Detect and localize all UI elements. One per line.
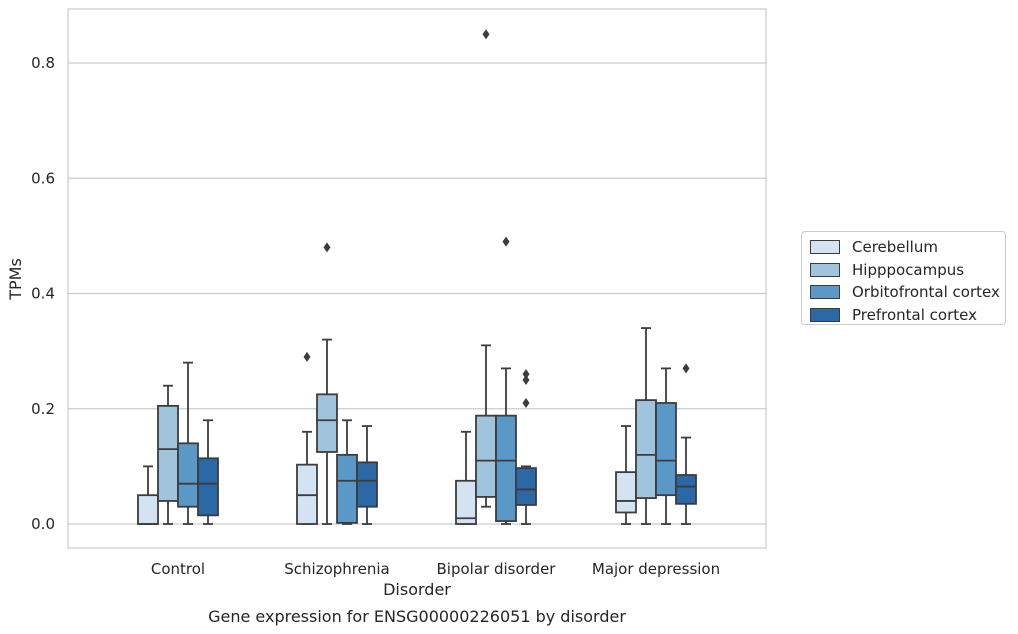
iqr-box [615, 471, 637, 514]
legend-item-prefrontal-cortex: Prefrontal cortex [810, 304, 1005, 327]
chart-caption: Gene expression for ENSG00000226051 by d… [208, 607, 626, 626]
legend-item-hippocampus: Hipppocampus [810, 259, 1005, 282]
iqr-box [635, 399, 657, 499]
iqr-box [336, 453, 358, 524]
y-tick-labels: 0.0 0.2 0.4 0.6 0.8 [31, 54, 55, 533]
outlier-marker [522, 374, 530, 385]
box-hipppocampus [157, 384, 179, 525]
outlier-marker [682, 363, 690, 374]
iqr-box [356, 461, 378, 508]
y-tick-label: 0.4 [31, 285, 55, 303]
box-orbitofrontal-cortex [655, 367, 677, 525]
x-tick-label: Bipolar disorder [437, 560, 557, 578]
box-cerebellum [137, 465, 159, 525]
iqr-box [197, 457, 219, 517]
iqr-box [475, 414, 497, 498]
x-tick-label: Major depression [592, 560, 720, 578]
y-axis-label: TPMs [6, 258, 25, 301]
y-tick-label: 0.0 [31, 515, 55, 533]
y-tick-label: 0.6 [31, 169, 55, 187]
box-orbitofrontal-cortex [495, 236, 517, 525]
legend-swatch-cerebellum [810, 240, 840, 255]
iqr-box [515, 467, 537, 506]
legend-swatch-hippocampus [810, 262, 840, 277]
box-prefrontal-cortex [675, 363, 697, 525]
box-hipppocampus [316, 242, 338, 525]
iqr-box [655, 402, 677, 497]
legend-item-cerebellum: Cerebellum [810, 236, 1005, 259]
x-axis-label: Disorder [383, 580, 451, 599]
x-tick-labels: Control Schizophrenia Bipolar disorder Majo… [151, 560, 720, 578]
plot-frame [67, 8, 767, 549]
box-groups [137, 29, 697, 525]
iqr-box [455, 479, 477, 525]
box-hipppocampus [475, 29, 497, 508]
legend-item-orbitofrontal-cortex: Orbitofrontal cortex [810, 281, 1005, 304]
iqr-box [177, 442, 199, 508]
box-cerebellum [296, 351, 318, 525]
outlier-marker [522, 369, 530, 380]
iqr-box [316, 393, 338, 453]
box-hipppocampus [635, 327, 657, 525]
iqr-box [137, 494, 159, 525]
box-orbitofrontal-cortex [177, 361, 199, 525]
iqr-box [157, 404, 179, 502]
outlier-marker [323, 242, 331, 253]
legend-label-hippocampus: Hipppocampus [852, 260, 965, 279]
box-prefrontal-cortex [356, 425, 378, 525]
box-prefrontal-cortex [515, 369, 537, 525]
legend: Cerebellum Hipppocampus Orbitofrontal co… [801, 231, 1006, 325]
y-tick-label: 0.2 [31, 400, 55, 418]
iqr-box [495, 414, 517, 523]
outlier-marker [502, 236, 510, 247]
outlier-marker [522, 397, 530, 408]
legend-label-cerebellum: Cerebellum [852, 238, 938, 257]
box-cerebellum [455, 430, 477, 525]
outlier-marker [303, 351, 311, 362]
legend-swatch-prefrontal-cortex [810, 307, 840, 322]
box-prefrontal-cortex [197, 419, 219, 525]
legend-label-orbitofrontal-cortex: Orbitofrontal cortex [852, 283, 1000, 302]
legend-swatch-orbitofrontal-cortex [810, 285, 840, 300]
box-cerebellum [615, 425, 637, 525]
iqr-box [675, 474, 697, 505]
box-orbitofrontal-cortex [336, 419, 358, 525]
x-tick-label: Schizophrenia [284, 560, 389, 578]
y-tick-label: 0.8 [31, 54, 55, 72]
x-tick-label: Control [151, 560, 205, 578]
legend-label-prefrontal-cortex: Prefrontal cortex [852, 305, 977, 324]
outlier-marker [482, 29, 490, 40]
